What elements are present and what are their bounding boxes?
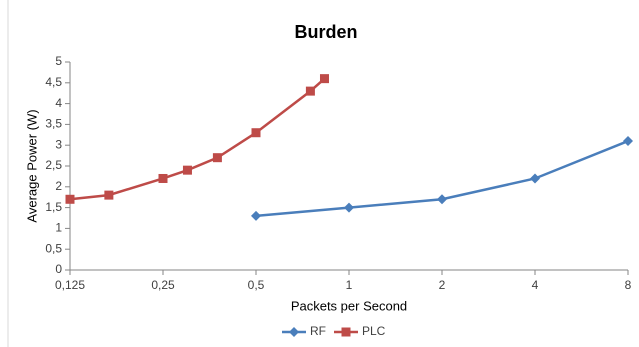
y-tick-label: 1,5 bbox=[45, 200, 62, 214]
x-tick-label: 2 bbox=[439, 278, 446, 292]
legend-marker bbox=[341, 327, 351, 337]
y-tick-label: 4,5 bbox=[45, 75, 62, 89]
y-tick-label: 3 bbox=[55, 137, 62, 151]
y-tick-label: 1 bbox=[55, 221, 62, 235]
data-point bbox=[319, 74, 329, 84]
data-point bbox=[251, 210, 261, 221]
data-point bbox=[158, 173, 168, 183]
y-tick-label: 2,5 bbox=[45, 158, 62, 172]
y-axis-title: Average Power (W) bbox=[24, 109, 39, 222]
data-point bbox=[182, 165, 192, 175]
data-point bbox=[305, 86, 315, 96]
series-line bbox=[69, 77, 326, 201]
legend-marker bbox=[289, 327, 299, 337]
data-point bbox=[344, 202, 354, 213]
y-tick-label: 5 bbox=[55, 54, 62, 68]
data-point bbox=[437, 194, 447, 205]
x-tick-label: 8 bbox=[625, 278, 632, 292]
data-point bbox=[623, 136, 633, 147]
x-axis-title: Packets per Second bbox=[291, 298, 407, 313]
x-tick-label: 0,25 bbox=[151, 278, 175, 292]
x-tick-label: 0,5 bbox=[248, 278, 265, 292]
chart-title: Burden bbox=[295, 22, 358, 42]
y-tick-label: 0,5 bbox=[45, 241, 62, 255]
x-tick-label: 1 bbox=[346, 278, 353, 292]
data-point bbox=[65, 194, 75, 204]
y-tick-label: 2 bbox=[55, 179, 62, 193]
x-tick-label: 4 bbox=[532, 278, 539, 292]
data-point bbox=[530, 173, 540, 184]
series-line bbox=[255, 139, 629, 218]
x-tick-label: 0,125 bbox=[55, 278, 85, 292]
legend-label: PLC bbox=[362, 324, 386, 338]
data-point bbox=[104, 190, 114, 200]
y-tick-label: 4 bbox=[55, 96, 62, 110]
data-point bbox=[212, 153, 222, 163]
data-point bbox=[251, 128, 261, 138]
y-tick-label: 0 bbox=[55, 262, 62, 276]
legend-label: RF bbox=[310, 324, 326, 338]
y-tick-label: 3,5 bbox=[45, 117, 62, 131]
